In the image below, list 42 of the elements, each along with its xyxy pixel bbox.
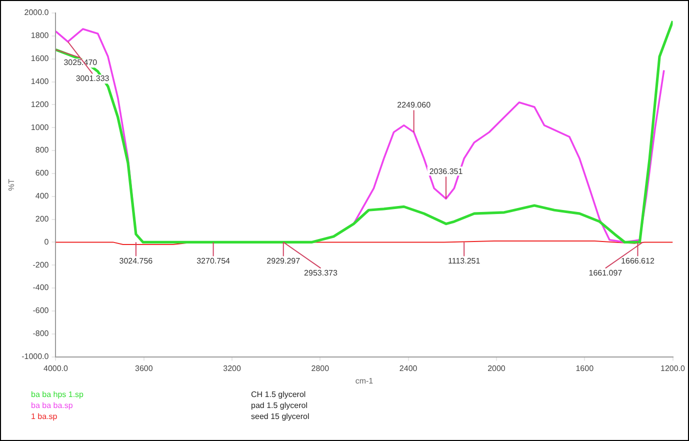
y-tick-label: 1200 <box>30 100 50 109</box>
x-tick-label: 1200.0 <box>660 364 686 373</box>
x-tick-label: 4000.0 <box>44 364 69 373</box>
x-tick-label: 1600 <box>576 364 594 373</box>
annotation: 2953.373 <box>304 268 338 278</box>
x-tick-label: 2800 <box>311 364 330 373</box>
annotation: 3001.333 <box>76 74 110 83</box>
y-tick-label: 600 <box>35 168 50 178</box>
annotation: 2249.060 <box>397 100 432 110</box>
annotation: 2929.297 <box>266 256 301 266</box>
text: seed 15 glycerol <box>251 411 310 422</box>
text: 1 ba.sp <box>31 411 58 422</box>
y-tick-label: 1000 <box>30 122 50 132</box>
x-axis-title: cm-1 <box>355 376 374 386</box>
x-tick-label: 3200 <box>223 364 242 373</box>
y-tick-label: 400 <box>35 192 50 201</box>
x-tick-label: 2000 <box>488 364 506 373</box>
y-tick-label: 800 <box>35 146 50 155</box>
annotation: 3024.756 <box>119 256 154 266</box>
annotation: 3270.754 <box>196 256 231 266</box>
y-tick-label: -800 <box>32 329 50 338</box>
y-tick-label: 2000.0 <box>24 8 50 18</box>
x-tick-label: 2400 <box>399 364 418 373</box>
annotation: 1113.251 <box>448 256 481 266</box>
annotation: 1661.097 <box>588 268 623 278</box>
y-tick-label: -200 <box>32 260 50 270</box>
y-tick-label: 1800 <box>30 31 50 40</box>
y-tick-label: -600 <box>32 306 50 316</box>
annotation: 2036.351 <box>429 166 464 176</box>
y-tick-label: 1400 <box>30 76 50 86</box>
text: CH 1.5 glycerol <box>251 389 307 400</box>
x-tick-label: 3600 <box>134 364 154 373</box>
text: ba ba ba.sp <box>31 400 74 411</box>
y-tick-label: 200 <box>35 214 50 224</box>
y-tick-label: 0 <box>44 237 50 246</box>
y-axis-title: %T <box>7 178 16 191</box>
text: ba ba hps 1.sp <box>31 389 84 400</box>
y-tick-label: 1600 <box>30 54 50 64</box>
y-tick-label: -1000.0 <box>22 352 50 362</box>
annotation: 1666.612 <box>621 256 655 266</box>
y-tick-label: -400 <box>32 283 50 292</box>
text: pad 1.5 glycerol <box>251 400 308 411</box>
